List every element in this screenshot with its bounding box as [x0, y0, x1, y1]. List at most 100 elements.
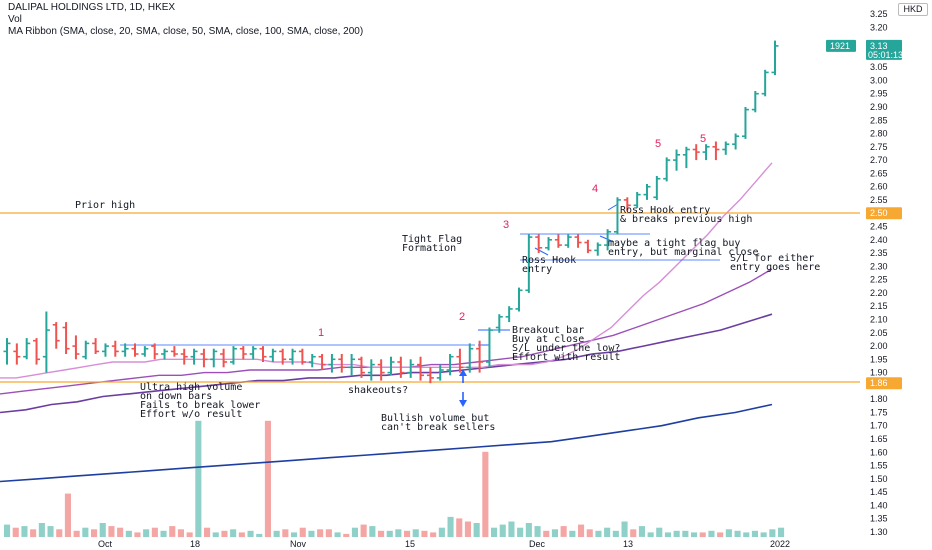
ohlc-bar [367, 359, 375, 381]
volume-bar [473, 523, 480, 537]
volume-bar [691, 532, 698, 538]
volume-bar [769, 529, 776, 538]
volume-bar [212, 532, 219, 538]
volume-bar [117, 527, 124, 537]
ohlc-bar [535, 234, 543, 254]
ohlc-bar [574, 234, 582, 248]
ohlc-bar [554, 234, 562, 248]
ohlc-bar [328, 354, 336, 373]
ohlc-bar [220, 348, 228, 368]
bullish-label: Bullish volume but [381, 413, 489, 424]
tight-flag-label-2: Formation [402, 243, 456, 254]
volume-bar [404, 530, 411, 537]
ross-hook-2-label-2: & breaks previous high [620, 214, 752, 225]
ohlc-bar [702, 144, 710, 161]
volume-bar [438, 527, 445, 537]
ohlc-bar [318, 354, 326, 370]
ma200-line [0, 403, 773, 483]
ohlc-bar [92, 338, 100, 354]
shakeouts-label: shakeouts? [348, 385, 408, 396]
ohlc-bar [466, 343, 474, 373]
volume-bar [299, 527, 306, 537]
price-tick-label: 1.50 [870, 474, 888, 484]
price-badge [866, 39, 902, 60]
time-axis[interactable]: Oct 18 Nov 15 Dec 13 2022 [98, 539, 790, 549]
volume-bar [308, 530, 315, 537]
volume-bar [325, 529, 332, 538]
volume-bar [517, 527, 524, 537]
ohlc-bar [190, 348, 198, 365]
ohlc-bar [515, 287, 523, 312]
price-tick-label: 1.45 [870, 487, 888, 497]
price-tick-label: 3.00 [870, 75, 888, 85]
ohlc-bar [673, 149, 681, 171]
ohlc-bar [249, 346, 257, 360]
vol-indicator-label: Vol [8, 14, 22, 25]
ultra-label: Ultra high volume [140, 382, 242, 393]
volume-bar [751, 530, 758, 537]
volume-bar [725, 529, 732, 538]
price-tick-label: 1.35 [870, 514, 888, 524]
ohlc-bar [476, 340, 484, 373]
ohlc-bar [239, 346, 247, 360]
price-tick-label: 1.65 [870, 434, 888, 444]
price-tick-label: 2.45 [870, 222, 888, 232]
ohlc-bar [426, 367, 434, 384]
ohlc-bar [446, 354, 454, 376]
volume-bar [238, 532, 245, 538]
ohlc-bar [259, 346, 267, 362]
wave-5a-label: 5 [655, 138, 661, 150]
tight-flag-label: Tight Flag [402, 234, 462, 245]
price-tick-label: 1.60 [870, 447, 888, 457]
maybe-label: maybe a tight flag buy [608, 238, 740, 249]
volume-bar [682, 530, 689, 537]
ohlc-bar [505, 306, 513, 323]
ross-hook-pointer-2 [607, 203, 619, 211]
ohlc-bar [200, 348, 208, 368]
ohlc-bar [633, 192, 641, 208]
volume-bar [778, 527, 785, 537]
price-badge-label: 2.50 [870, 208, 888, 218]
ohlc-bar [564, 234, 572, 248]
volume-bar [291, 532, 298, 538]
ma-ribbon-label: MA Ribbon (SMA, close, 20, SMA, close, 5… [8, 26, 364, 37]
volume-bar [543, 530, 550, 537]
volume-bar [604, 527, 611, 537]
volume-bar [73, 530, 80, 537]
volume-bar [578, 524, 585, 537]
price-tick-label: 2.60 [870, 182, 888, 192]
volume-bar [447, 516, 454, 538]
ohlc-bar [594, 242, 602, 256]
volume-bar [204, 527, 211, 537]
ohlc-bar [456, 348, 464, 373]
volume-bar [534, 526, 541, 537]
volume-bar [334, 532, 341, 538]
volume-bar [134, 532, 141, 538]
volume-bar [91, 529, 98, 538]
ohlc-bar [771, 40, 779, 76]
volume-bar [230, 529, 237, 538]
volume-bar [186, 532, 193, 538]
volume-bar [125, 530, 132, 537]
volume-bar [99, 523, 106, 537]
volume-bar [160, 530, 167, 537]
wave-5b-label: 5 [700, 133, 706, 145]
ohlc-bar [210, 348, 218, 368]
ohlc-bar [269, 348, 277, 362]
volume-bar [108, 526, 115, 537]
ohlc-bar [712, 141, 720, 161]
volume-bar [464, 521, 471, 537]
price-tick-label: 1.70 [870, 421, 888, 431]
ohlc-bar [525, 234, 533, 293]
currency-label[interactable]: HKD [898, 3, 928, 16]
price-tick-label: 2.10 [870, 315, 888, 325]
volume-bars [4, 420, 785, 538]
price-tick-label: 1.80 [870, 394, 888, 404]
volume-bar [264, 420, 271, 538]
price-tick-label: 2.20 [870, 288, 888, 298]
ohlc-bar [643, 184, 651, 200]
price-axis[interactable]: 3.253.203.103.053.002.952.902.852.802.75… [870, 9, 888, 537]
ohlc-bar [229, 346, 237, 365]
price-tick-label: 2.70 [870, 155, 888, 165]
